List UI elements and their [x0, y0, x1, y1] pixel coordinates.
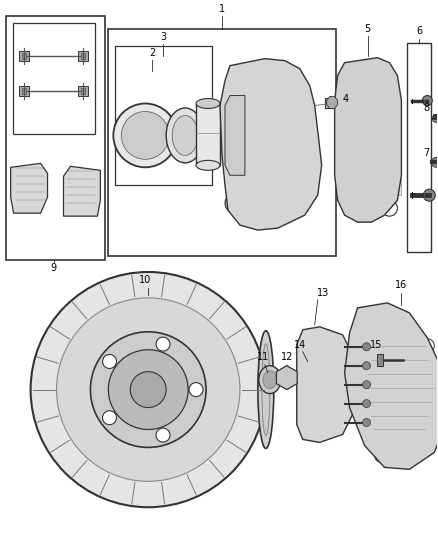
- Text: 14: 14: [293, 340, 306, 350]
- Circle shape: [374, 362, 425, 414]
- Ellipse shape: [263, 370, 277, 389]
- Bar: [339, 160, 401, 195]
- Circle shape: [102, 354, 117, 368]
- Bar: [19, 51, 28, 61]
- Text: 4: 4: [343, 93, 349, 103]
- Circle shape: [424, 189, 435, 201]
- Circle shape: [225, 193, 245, 213]
- Circle shape: [90, 332, 206, 447]
- Circle shape: [108, 350, 188, 430]
- Bar: [339, 101, 401, 135]
- Ellipse shape: [172, 116, 198, 155]
- Ellipse shape: [314, 362, 331, 407]
- Text: 12: 12: [281, 352, 293, 362]
- Bar: [325, 98, 345, 108]
- Text: 9: 9: [50, 263, 57, 273]
- Bar: [21, 53, 25, 59]
- Circle shape: [420, 339, 434, 353]
- Bar: [13, 23, 95, 134]
- Circle shape: [189, 383, 203, 397]
- Circle shape: [353, 391, 367, 405]
- Ellipse shape: [166, 108, 204, 163]
- Circle shape: [156, 337, 170, 351]
- Text: 15: 15: [370, 340, 383, 350]
- Bar: [196, 103, 220, 165]
- Bar: [21, 87, 25, 94]
- Circle shape: [113, 103, 177, 167]
- Text: 10: 10: [139, 275, 152, 285]
- Bar: [6, 16, 106, 260]
- Bar: [115, 46, 212, 185]
- Circle shape: [363, 362, 371, 370]
- Polygon shape: [297, 327, 353, 442]
- Text: 2: 2: [149, 47, 155, 58]
- Circle shape: [240, 128, 280, 168]
- Text: 6: 6: [416, 26, 422, 36]
- Circle shape: [230, 118, 290, 178]
- Ellipse shape: [262, 344, 270, 435]
- Bar: [350, 95, 392, 200]
- Circle shape: [384, 372, 415, 403]
- Circle shape: [102, 411, 117, 425]
- Bar: [78, 86, 88, 95]
- Circle shape: [422, 95, 432, 106]
- Bar: [108, 29, 336, 256]
- Text: 13: 13: [317, 288, 329, 298]
- Polygon shape: [276, 366, 297, 390]
- Circle shape: [281, 372, 293, 384]
- Text: 16: 16: [395, 280, 407, 290]
- Circle shape: [381, 200, 397, 216]
- Polygon shape: [11, 163, 48, 213]
- Polygon shape: [345, 303, 438, 470]
- Circle shape: [343, 200, 360, 216]
- Text: 7: 7: [423, 148, 430, 158]
- Polygon shape: [64, 166, 100, 216]
- Circle shape: [363, 343, 371, 351]
- Polygon shape: [327, 96, 338, 109]
- Text: 8: 8: [423, 102, 429, 112]
- Ellipse shape: [258, 331, 274, 448]
- Bar: [78, 51, 88, 61]
- Circle shape: [121, 111, 169, 159]
- Circle shape: [432, 115, 438, 123]
- Circle shape: [381, 80, 397, 96]
- Polygon shape: [220, 59, 321, 230]
- Circle shape: [363, 321, 377, 335]
- Ellipse shape: [196, 99, 220, 109]
- Text: 5: 5: [364, 24, 371, 34]
- Polygon shape: [335, 58, 401, 222]
- Text: 11: 11: [257, 352, 269, 362]
- Circle shape: [57, 298, 240, 481]
- Circle shape: [156, 428, 170, 442]
- Polygon shape: [378, 354, 384, 366]
- Text: 1: 1: [219, 4, 225, 14]
- Circle shape: [431, 157, 438, 167]
- Circle shape: [31, 272, 266, 507]
- Circle shape: [374, 448, 389, 462]
- Circle shape: [363, 381, 371, 389]
- Text: 3: 3: [160, 32, 166, 42]
- Ellipse shape: [196, 160, 220, 171]
- Polygon shape: [225, 95, 245, 175]
- Circle shape: [130, 372, 166, 408]
- Circle shape: [427, 416, 438, 430]
- Circle shape: [225, 78, 245, 99]
- Bar: [407, 43, 431, 252]
- Ellipse shape: [259, 366, 281, 393]
- Circle shape: [363, 400, 371, 408]
- Circle shape: [363, 418, 371, 426]
- Bar: [19, 86, 28, 95]
- Circle shape: [343, 80, 360, 96]
- Ellipse shape: [309, 350, 337, 419]
- Bar: [81, 87, 85, 94]
- Bar: [81, 53, 85, 59]
- Circle shape: [338, 98, 348, 108]
